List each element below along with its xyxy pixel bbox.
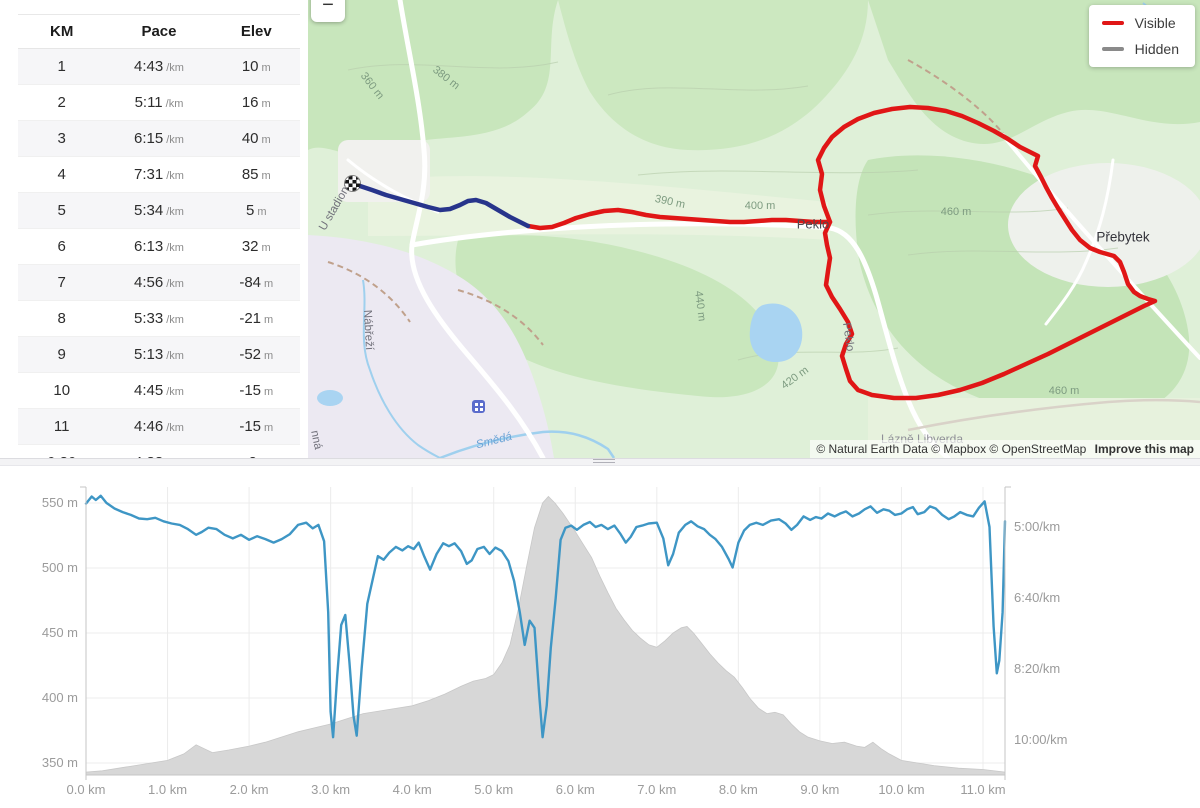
splits-panel: KM Pace Elev 1 4:43/km 10 m 2 5:11/km 16 m 3 6:15… <box>0 0 308 480</box>
attribution-text: © Natural Earth Data © Mapbox © OpenStre… <box>816 442 1087 456</box>
route-start-marker <box>345 176 360 191</box>
split-km: 11 <box>18 408 106 445</box>
split-elev: 85 m <box>212 156 300 193</box>
table-row[interactable]: 5 5:34/km 5 m <box>18 192 300 229</box>
split-km: 10 <box>18 372 106 409</box>
svg-text:350 m: 350 m <box>42 755 78 770</box>
improve-map-link[interactable]: Improve this map <box>1094 442 1194 456</box>
split-elev: 40 m <box>212 120 300 157</box>
svg-text:10.0 km: 10.0 km <box>878 782 924 797</box>
table-row[interactable]: 7 4:56/km -84 m <box>18 264 300 301</box>
route-visible-loop <box>815 104 1158 401</box>
legend-label-visible: Visible <box>1134 15 1176 31</box>
svg-text:8:20/km: 8:20/km <box>1014 661 1060 676</box>
table-row[interactable]: 11 4:46/km -15 m <box>18 408 300 445</box>
route-visible-tail <box>525 207 833 231</box>
splits-header-row: KM Pace Elev <box>18 14 300 49</box>
legend-item-visible: Visible <box>1101 15 1179 31</box>
table-row[interactable]: 1 4:43/km 10 m <box>18 48 300 85</box>
splits-table: KM Pace Elev 1 4:43/km 10 m 2 5:11/km 16 m 3 6:15… <box>18 14 300 480</box>
table-row[interactable]: 3 6:15/km 40 m <box>18 120 300 157</box>
svg-text:4.0 km: 4.0 km <box>393 782 432 797</box>
split-pace: 5:11/km <box>105 84 213 121</box>
legend-label-hidden: Hidden <box>1134 41 1179 57</box>
table-row[interactable]: 6 6:13/km 32 m <box>18 228 300 265</box>
svg-text:0.0 km: 0.0 km <box>66 782 105 797</box>
header-km: KM <box>18 14 106 49</box>
svg-text:2.0 km: 2.0 km <box>230 782 269 797</box>
map[interactable]: 360 m 380 m 390 m 400 m 460 m 440 m 420 m 460 m… <box>308 0 1200 458</box>
split-km: 8 <box>18 300 106 337</box>
split-km: 3 <box>18 120 106 157</box>
split-elev: 10 m <box>212 48 300 85</box>
table-row[interactable]: 4 7:31/km 85 m <box>18 156 300 193</box>
split-pace: 5:33/km <box>105 300 213 337</box>
svg-text:550 m: 550 m <box>42 495 78 510</box>
legend-item-hidden: Hidden <box>1101 41 1179 57</box>
split-km: 7 <box>18 264 106 301</box>
table-row[interactable]: 2 5:11/km 16 m <box>18 84 300 121</box>
map-zoom-out-button[interactable]: − <box>311 0 345 22</box>
header-elev: Elev <box>212 14 300 49</box>
header-pace: Pace <box>105 14 213 49</box>
split-km: 6 <box>18 228 106 265</box>
split-pace: 4:45/km <box>105 372 213 409</box>
split-km: 2 <box>18 84 106 121</box>
split-elev: 16 m <box>212 84 300 121</box>
split-elev: -15 m <box>212 372 300 409</box>
split-elev: -21 m <box>212 300 300 337</box>
split-pace: 5:13/km <box>105 336 213 373</box>
svg-text:10:00/km: 10:00/km <box>1014 732 1067 747</box>
svg-text:5:00/km: 5:00/km <box>1014 519 1060 534</box>
split-km: 4 <box>18 156 106 193</box>
map-attribution: © Natural Earth Data © Mapbox © OpenStre… <box>810 440 1200 458</box>
map-canvas <box>308 0 1200 458</box>
svg-text:6:40/km: 6:40/km <box>1014 590 1060 605</box>
split-elev: -52 m <box>212 336 300 373</box>
chart-canvas: 550 m 500 m 450 m 400 m 350 m 5:00/km 6:40/km 8… <box>42 486 1067 797</box>
split-pace: 6:13/km <box>105 228 213 265</box>
table-row[interactable]: 8 5:33/km -21 m <box>18 300 300 337</box>
split-elev: -15 m <box>212 408 300 445</box>
svg-text:11.0 km: 11.0 km <box>960 782 1005 797</box>
svg-text:7.0 km: 7.0 km <box>637 782 676 797</box>
split-pace: 4:46/km <box>105 408 213 445</box>
hidden-route-swatch <box>1101 47 1124 51</box>
elevation-pace-chart[interactable]: 550 m 500 m 450 m 400 m 350 m 5:00/km 6:40/km 8… <box>0 466 1200 808</box>
split-pace: 7:31/km <box>105 156 213 193</box>
svg-text:500 m: 500 m <box>42 560 78 575</box>
transit-station-icon <box>472 400 485 413</box>
svg-text:1.0 km: 1.0 km <box>148 782 187 797</box>
split-km: 5 <box>18 192 106 229</box>
svg-text:3.0 km: 3.0 km <box>311 782 350 797</box>
svg-text:400 m: 400 m <box>42 690 78 705</box>
visible-route-swatch <box>1101 21 1124 25</box>
svg-text:5.0 km: 5.0 km <box>474 782 513 797</box>
svg-text:8.0 km: 8.0 km <box>719 782 758 797</box>
svg-text:450 m: 450 m <box>42 625 78 640</box>
split-pace: 4:56/km <box>105 264 213 301</box>
split-pace: 6:15/km <box>105 120 213 157</box>
map-legend: Visible Hidden <box>1088 5 1195 67</box>
split-pace: 4:43/km <box>105 48 213 85</box>
split-elev: 32 m <box>212 228 300 265</box>
split-elev: -84 m <box>212 264 300 301</box>
panel-resize-divider[interactable] <box>0 458 1200 466</box>
svg-text:6.0 km: 6.0 km <box>556 782 595 797</box>
table-row[interactable]: 9 5:13/km -52 m <box>18 336 300 373</box>
split-pace: 5:34/km <box>105 192 213 229</box>
table-row[interactable]: 10 4:45/km -15 m <box>18 372 300 409</box>
split-km: 1 <box>18 48 106 85</box>
split-km: 9 <box>18 336 106 373</box>
drag-grip-icon[interactable] <box>593 459 615 465</box>
route-hidden-segment <box>357 183 531 229</box>
svg-text:9.0 km: 9.0 km <box>800 782 839 797</box>
